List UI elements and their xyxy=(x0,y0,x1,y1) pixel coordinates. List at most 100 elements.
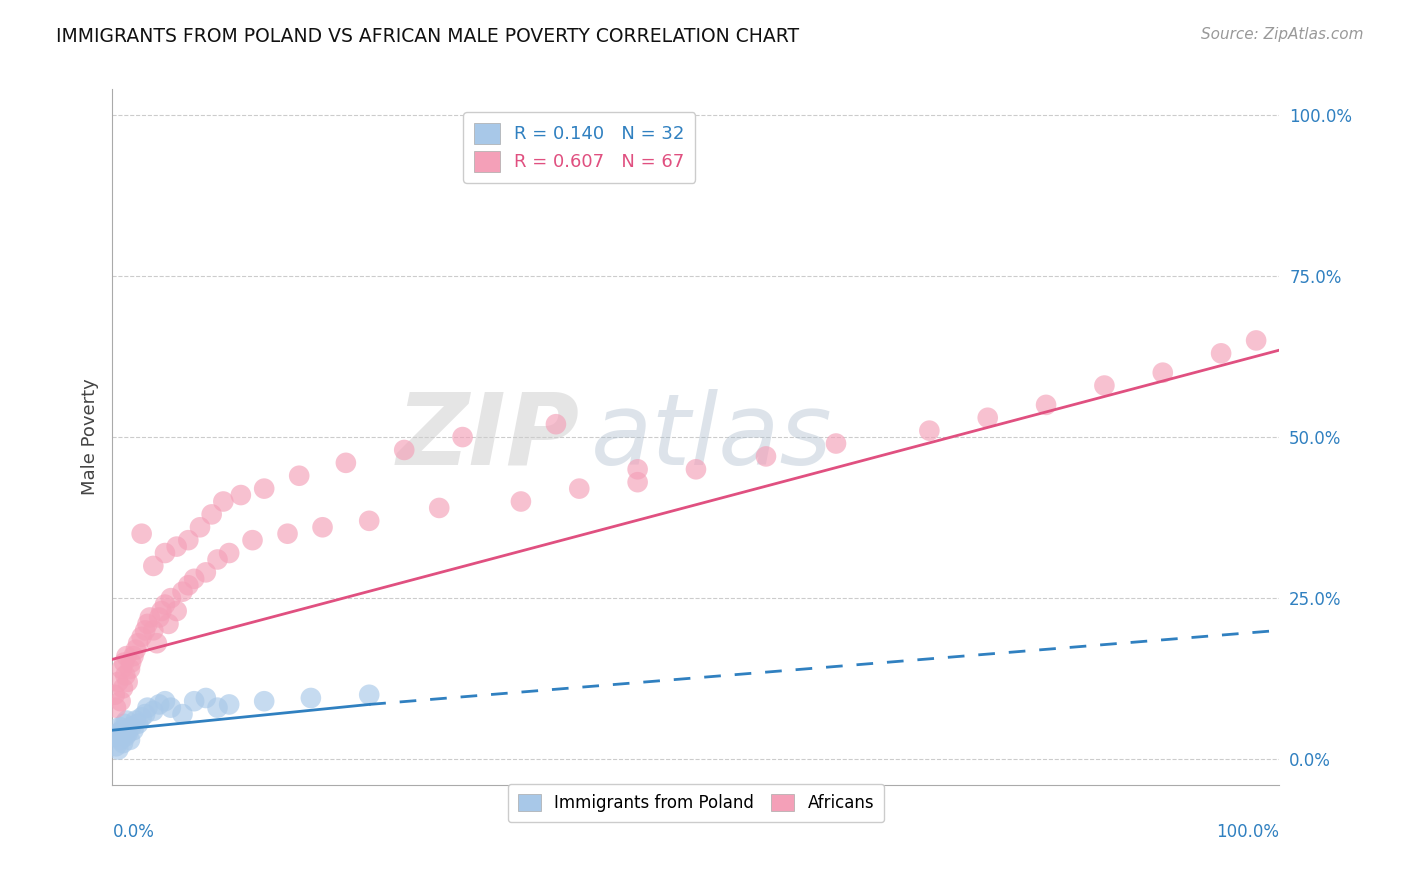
Point xyxy=(142,624,165,638)
Point xyxy=(218,698,240,712)
Point xyxy=(188,520,211,534)
Point xyxy=(111,736,134,750)
Point xyxy=(115,649,138,664)
Point xyxy=(110,694,132,708)
Point xyxy=(160,591,183,606)
Point xyxy=(427,500,450,515)
Point xyxy=(142,558,165,573)
Point xyxy=(509,494,531,508)
Point xyxy=(114,730,136,744)
Point xyxy=(122,723,145,738)
Point xyxy=(172,584,194,599)
Point xyxy=(153,694,176,708)
Point xyxy=(105,726,128,740)
Point xyxy=(359,688,381,702)
Point xyxy=(142,704,165,718)
Point xyxy=(276,526,298,541)
Point xyxy=(201,508,224,522)
Point xyxy=(299,690,322,705)
Point xyxy=(120,720,142,734)
Point xyxy=(136,616,159,631)
Point xyxy=(104,688,127,702)
Point xyxy=(166,540,188,554)
Text: atlas: atlas xyxy=(591,389,832,485)
Point xyxy=(148,698,170,712)
Point xyxy=(134,707,156,722)
Point xyxy=(127,636,149,650)
Legend: Immigrants from Poland, Africans: Immigrants from Poland, Africans xyxy=(508,784,884,822)
Point xyxy=(359,514,381,528)
Point xyxy=(114,668,136,682)
Point xyxy=(394,442,416,457)
Y-axis label: Male Poverty: Male Poverty xyxy=(80,379,98,495)
Point xyxy=(127,716,149,731)
Point xyxy=(110,732,132,747)
Text: Source: ZipAtlas.com: Source: ZipAtlas.com xyxy=(1201,27,1364,42)
Point xyxy=(153,598,176,612)
Point xyxy=(153,546,176,560)
Point xyxy=(118,662,141,676)
Point xyxy=(150,604,173,618)
Point xyxy=(166,604,188,618)
Point xyxy=(125,642,148,657)
Point xyxy=(1035,398,1057,412)
Point xyxy=(177,578,200,592)
Text: IMMIGRANTS FROM POLAND VS AFRICAN MALE POVERTY CORRELATION CHART: IMMIGRANTS FROM POLAND VS AFRICAN MALE P… xyxy=(56,27,800,45)
Point xyxy=(242,533,264,548)
Point xyxy=(160,700,183,714)
Point xyxy=(194,566,217,580)
Point xyxy=(755,450,778,464)
Point xyxy=(136,700,159,714)
Point xyxy=(207,552,229,566)
Point xyxy=(183,572,205,586)
Point xyxy=(1209,346,1232,360)
Point xyxy=(311,520,333,534)
Point xyxy=(976,410,998,425)
Text: ZIP: ZIP xyxy=(396,389,579,485)
Point xyxy=(288,468,311,483)
Point xyxy=(117,674,139,689)
Point xyxy=(111,662,134,676)
Point xyxy=(253,694,276,708)
Point xyxy=(118,732,141,747)
Point xyxy=(112,716,135,731)
Point xyxy=(120,656,142,670)
Point xyxy=(172,707,194,722)
Point xyxy=(108,720,131,734)
Point xyxy=(146,636,169,650)
Point xyxy=(1152,366,1174,380)
Point xyxy=(111,681,134,696)
Point xyxy=(104,739,127,754)
Point xyxy=(134,624,156,638)
Point xyxy=(104,730,127,744)
Point xyxy=(825,436,848,450)
Point xyxy=(112,656,135,670)
Point xyxy=(131,630,153,644)
Point xyxy=(685,462,707,476)
Point xyxy=(1244,334,1267,348)
Point xyxy=(1094,378,1116,392)
Point xyxy=(218,546,240,560)
Point xyxy=(131,526,153,541)
Point xyxy=(107,742,129,756)
Point xyxy=(111,723,134,738)
Point xyxy=(335,456,357,470)
Point xyxy=(125,714,148,728)
Point xyxy=(157,616,180,631)
Point xyxy=(918,424,941,438)
Text: 100.0%: 100.0% xyxy=(1216,823,1279,841)
Text: 0.0%: 0.0% xyxy=(112,823,155,841)
Point xyxy=(117,726,139,740)
Point xyxy=(568,482,591,496)
Point xyxy=(212,494,235,508)
Point xyxy=(177,533,200,548)
Point xyxy=(122,649,145,664)
Point xyxy=(104,700,127,714)
Point xyxy=(627,462,650,476)
Point xyxy=(183,694,205,708)
Point xyxy=(627,475,650,490)
Point xyxy=(107,674,129,689)
Point xyxy=(131,710,153,724)
Point xyxy=(544,417,567,432)
Point xyxy=(451,430,474,444)
